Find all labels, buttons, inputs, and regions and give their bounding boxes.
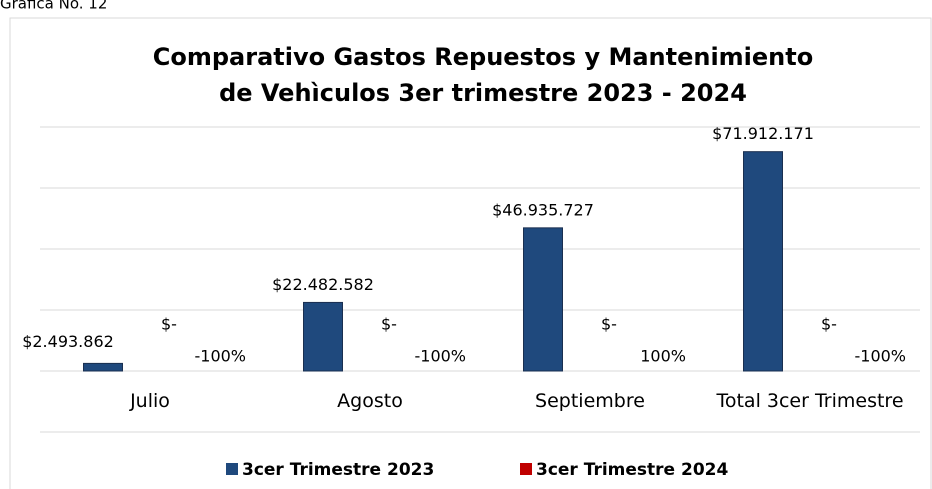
bar bbox=[303, 301, 343, 372]
annotation: -100% bbox=[194, 347, 246, 366]
bar bbox=[743, 151, 783, 372]
value-label: $- bbox=[161, 315, 177, 334]
annotation: -100% bbox=[854, 347, 906, 366]
bar bbox=[83, 362, 123, 372]
chart-title: Comparativo Gastos Repuestos y Mantenimi… bbox=[153, 43, 813, 71]
caption: Grafica No. 12 bbox=[0, 0, 107, 13]
annotation: 100% bbox=[640, 347, 686, 366]
legend-label: 3cer Trimestre 2024 bbox=[536, 460, 728, 480]
value-label: $- bbox=[821, 315, 837, 334]
x-tick-label: Septiembre bbox=[535, 390, 645, 412]
value-label: $- bbox=[601, 315, 617, 334]
legend-swatch bbox=[226, 463, 238, 475]
value-label: $46.935.727 bbox=[492, 200, 594, 219]
legend-label: 3cer Trimestre 2023 bbox=[242, 460, 434, 480]
value-label: $71.912.171 bbox=[712, 124, 814, 143]
value-label: $- bbox=[381, 315, 397, 334]
annotation: -100% bbox=[414, 347, 466, 366]
value-label: $22.482.582 bbox=[272, 275, 374, 294]
bar bbox=[523, 227, 563, 372]
x-tick-label: Julio bbox=[129, 390, 170, 412]
chart-title: de Vehìculos 3er trimestre 2023 - 2024 bbox=[219, 79, 747, 107]
x-tick-label: Agosto bbox=[337, 390, 403, 412]
legend-swatch bbox=[520, 463, 532, 475]
x-tick-label: Total 3cer Trimestre bbox=[715, 390, 903, 412]
value-label: $2.493.862 bbox=[22, 332, 114, 351]
